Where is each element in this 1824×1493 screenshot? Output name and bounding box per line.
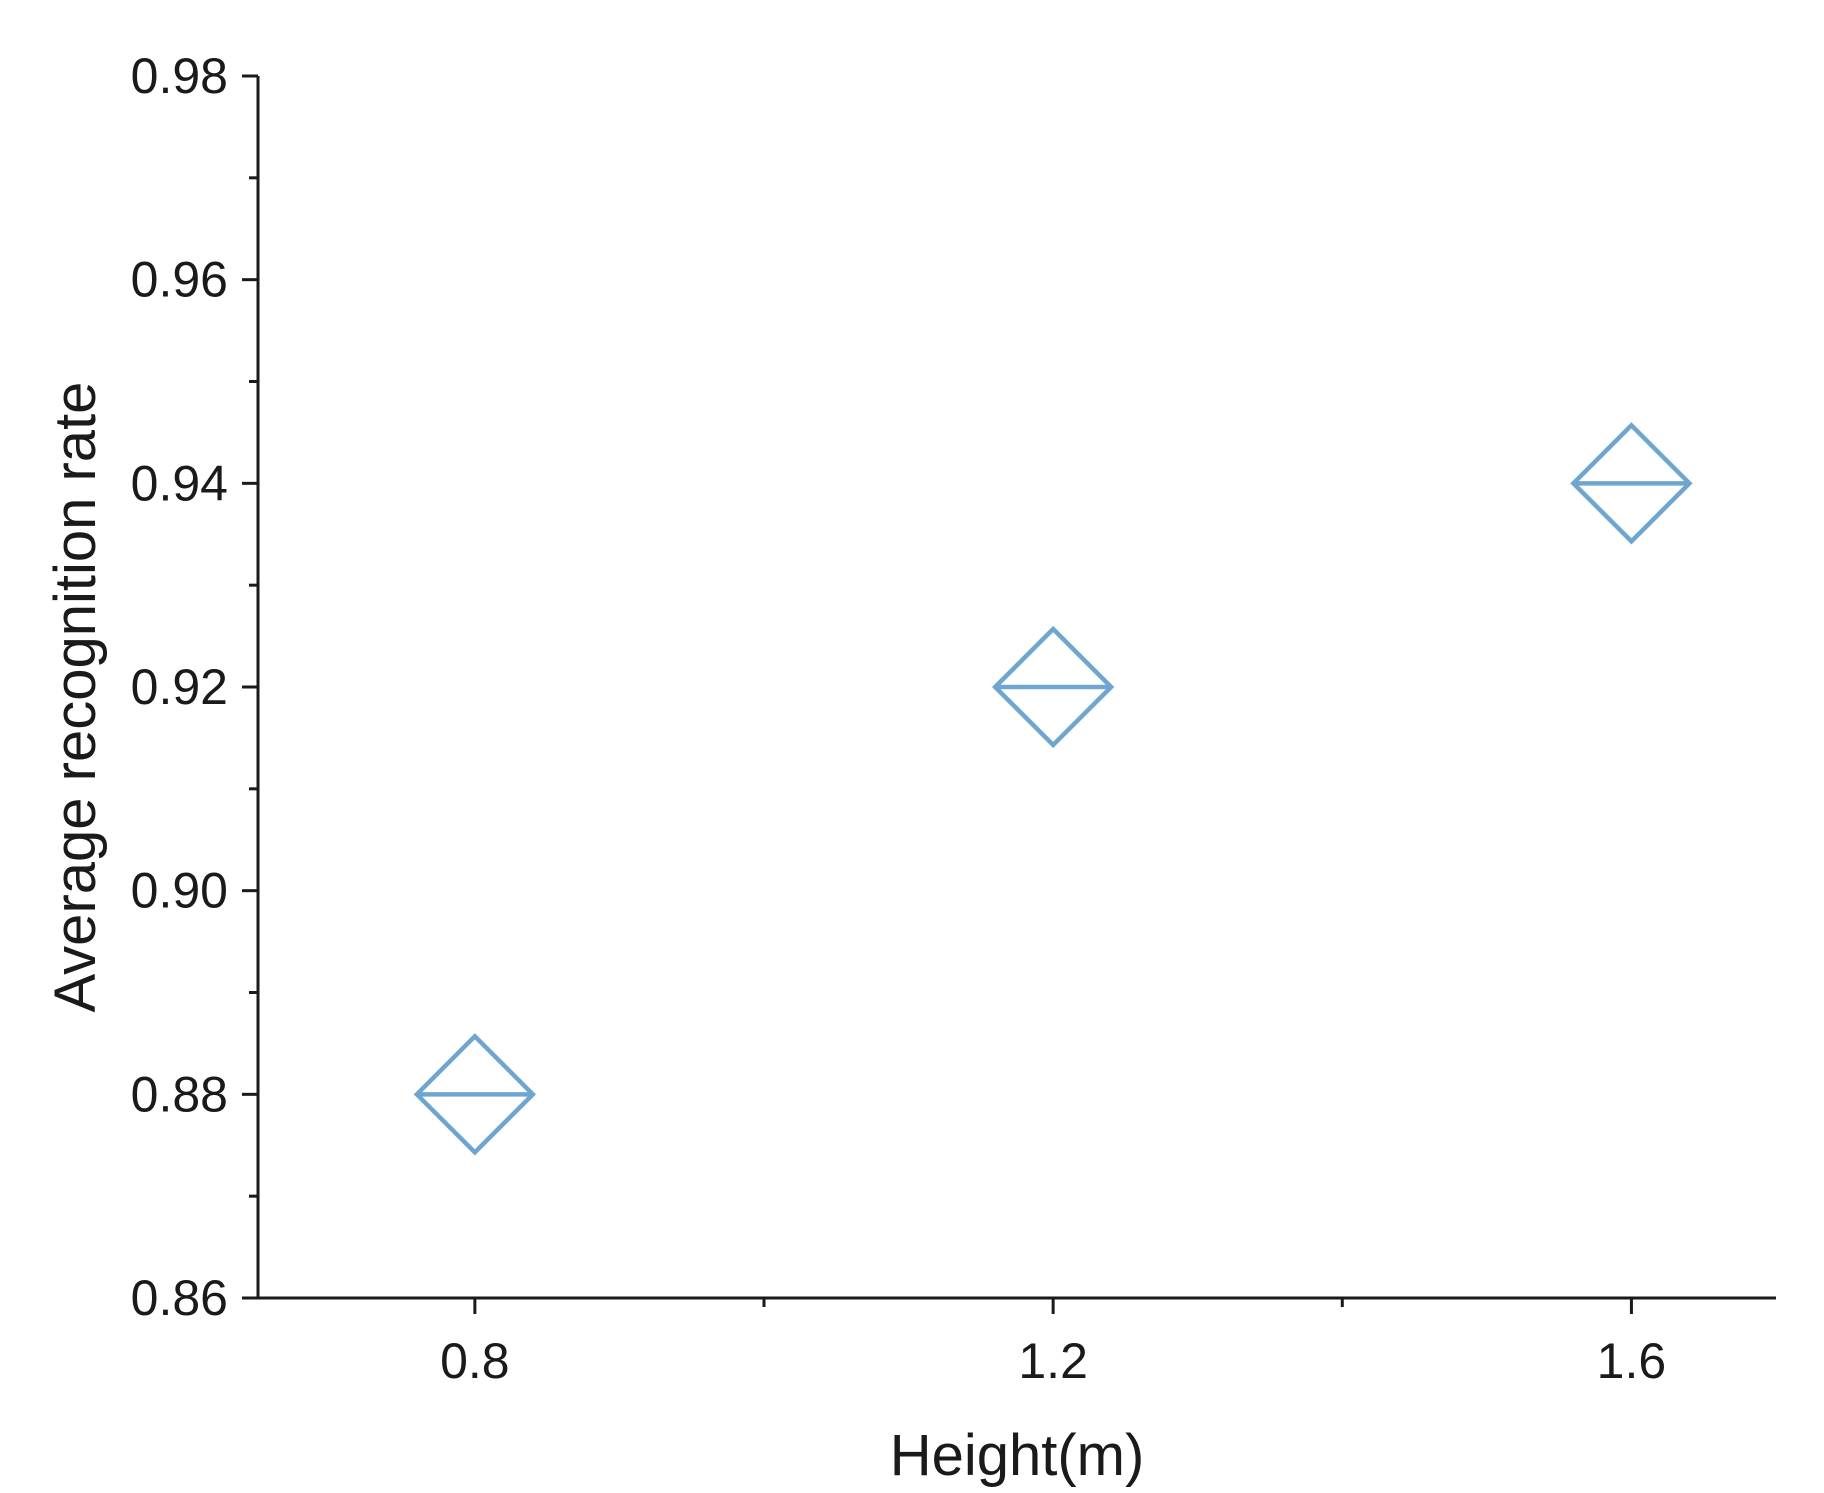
x-axis-title: Height(m) (890, 1423, 1145, 1488)
x-tick-label: 0.8 (440, 1333, 510, 1389)
y-axis-title: Average recognition rate (43, 382, 108, 1013)
y-tick-label: 0.98 (131, 48, 228, 104)
y-tick-label: 0.86 (131, 1270, 228, 1326)
y-tick-label: 0.94 (131, 455, 228, 511)
ticks: 0.86 0.88 0.90 0.92 0.94 0.96 0.98 0.8 1.2 1.6 (131, 48, 1667, 1389)
y-tick-label: 0.96 (131, 252, 228, 308)
y-tick-label: 0.92 (131, 659, 228, 715)
y-tick-label: 0.90 (131, 863, 228, 919)
diamond-marker (1570, 422, 1693, 545)
data-point (1570, 422, 1693, 545)
data-points (413, 422, 1693, 1156)
diamond-marker (413, 1033, 537, 1156)
diamond-marker (991, 625, 1115, 749)
data-point (413, 1033, 537, 1156)
x-tick-label: 1.6 (1597, 1333, 1667, 1389)
x-tick-label: 1.2 (1018, 1333, 1088, 1389)
data-point (991, 625, 1115, 749)
y-tick-label: 0.88 (131, 1066, 228, 1122)
